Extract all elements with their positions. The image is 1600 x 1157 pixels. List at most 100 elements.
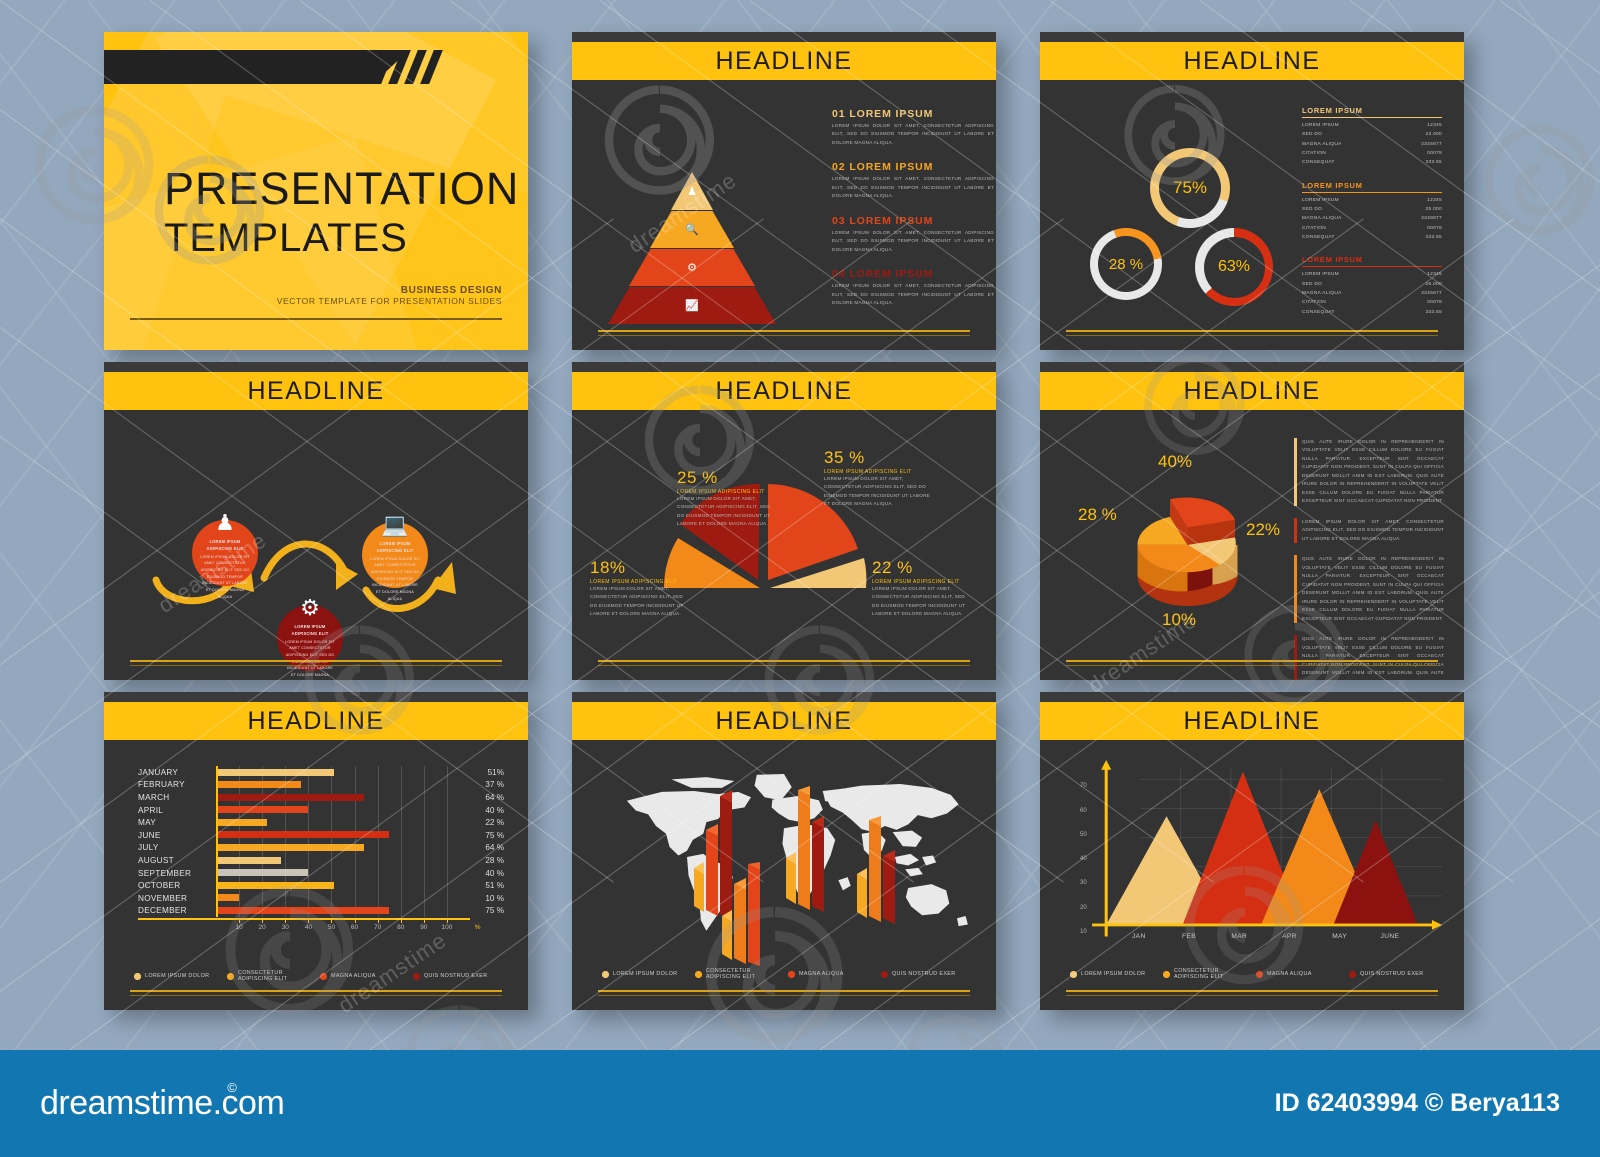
donut-value: 75% [1172,178,1208,197]
legend-item[interactable]: LOREM IPSUM DOLOR [1070,968,1159,980]
slide-bar-chart[interactable]: HEADLINE JANUARY 51% FEBRUARY 37 % MARCH 64 %… [104,692,528,1010]
table-row[interactable]: MAY 22 % [138,816,504,829]
slide-title[interactable]: PRESENTATION TEMPLATES BUSINESS DESIGN V… [104,32,528,350]
data-table[interactable]: LOREM IPSUM LOREM IPSUM 12345 SED DO 25.00… [1302,181,1442,243]
list-item[interactable]: 03 LOREM IPSUM LOREM IPSUM DOLOR SIT AME… [832,215,994,254]
table-row: CONSEQUAT 333.55 [1302,309,1442,315]
donut-chart-28[interactable]: 28 % [1090,228,1162,300]
slide-world-map[interactable]: HEADLINE [572,692,996,1010]
table-row[interactable]: JUNE 75 % [138,829,504,842]
slide-area-chart[interactable]: HEADLINE [1040,692,1464,1010]
legend-item[interactable]: LOREM IPSUM DOLOR [134,970,223,982]
table-row[interactable]: JANUARY 51% [138,766,504,779]
legend-item[interactable]: MAGNA ALIQUA [320,970,409,982]
pyramid-level-1[interactable]: ♟ [671,172,713,210]
pyramid-level-3[interactable]: ⚙ [629,249,755,286]
list-item[interactable]: 02 LOREM IPSUM LOREM IPSUM DOLOR SIT AME… [832,161,994,200]
table-row[interactable]: SEPTEMBER 40 % [138,867,504,880]
process-node-laptop[interactable]: 💻 LOREM IPSUM ADIPISCING ELIT LOREM IPSUM… [362,513,428,601]
pie-chart-3d[interactable] [1125,468,1250,628]
horizontal-bar-chart[interactable]: JANUARY 51% FEBRUARY 37 % MARCH 64 % APRIL 40 %… [138,766,504,936]
area-chart[interactable]: 10 20 30 40 50 60 70 JAN FEB MAR APR MAY… [1070,760,1442,954]
slide-3d-pie[interactable]: HEADLINE 40% 28 % [1040,362,1464,680]
legend-item[interactable]: CONSECTETUR ADIPISCING ELIT [695,968,784,980]
table-row: LOREM IPSUM 12345 [1302,123,1442,128]
donut-data-tables: LOREM IPSUM LOREM IPSUM 12345 SED DO 23.00… [1302,106,1442,330]
y-tick: 50 [1080,831,1087,838]
table-row[interactable]: JULY 64 % [138,842,504,855]
chart-legend: LOREM IPSUM DOLOR CONSECTETUR ADIPISCING … [134,970,502,982]
text-block-body: LOREM IPSUM DOLOR SIT AMET, CONSECTETUR … [1302,518,1444,541]
pie-slice-35 [768,484,858,580]
legend-item[interactable]: QUIS NOSTRUD EXER [413,970,502,982]
text-block-body: QUIS AUTE IRURE DOLOR IN REPREHENDERIT I… [1302,556,1444,621]
table-row[interactable]: OCTOBER 51 % [138,879,504,892]
slide-headline-band: HEADLINE [1040,42,1464,80]
pie-label-sub: LOREM IPSUM ADIPISCING ELIT [590,579,678,585]
table-row[interactable]: AUGUST 28 % [138,854,504,867]
slide-donuts[interactable]: HEADLINE 75% 28 % 63% LOREM [1040,32,1464,350]
headline-text: HEADLINE [1183,376,1321,405]
slide-topbar [104,362,528,372]
text-block[interactable]: LOREM IPSUM DOLOR SIT AMET, CONSECTETUR … [1294,517,1444,544]
bar-track [216,879,470,892]
bar-label: JANUARY [138,767,179,777]
legend-item[interactable]: QUIS NOSTRUD EXER [881,968,970,980]
bar-value: 51% [487,767,504,777]
title-slash-accents [367,50,460,84]
table-row: SED DO 23.000 [1302,132,1442,138]
legend-label: QUIS NOSTRUD EXER [1360,971,1424,977]
table-row: MAGNA ALIQUA 2345677 [1302,141,1442,147]
slide-topbar [572,32,996,42]
list-item-body: LOREM IPSUM DOLOR SIT AMET, CONSECTETUR … [832,283,994,306]
legend-swatch-icon [1163,970,1170,978]
map-marker-north-america[interactable] [692,790,746,925]
bar-value: 64 % [485,843,504,853]
bar-label: APRIL [138,805,164,815]
table-row[interactable]: MARCH 64 % [138,791,504,804]
text-block[interactable]: QUIS AUTE IRURE DOLOR IN REPREHENDERIT I… [1294,555,1444,624]
pie-label-body: LOREM IPSUM DOLOR SIT AMET, CONSECTETUR … [590,586,684,617]
list-item[interactable]: 04 LOREM IPSUM LOREM IPSUM DOLOR SIT AME… [832,268,994,307]
legend-item[interactable]: CONSECTETUR ADIPISCING ELIT [1163,968,1252,980]
map-marker-europe[interactable] [784,786,838,917]
table-row[interactable]: APRIL 40 % [138,804,504,817]
legend-item[interactable]: LOREM IPSUM DOLOR [602,968,691,980]
table-row[interactable]: DECEMBER 75 % [138,905,504,918]
bar-label: JUNE [138,830,161,840]
accent-bar [1294,555,1297,624]
text-block[interactable]: QUIS AUTE IRURE DOLOR IN REPREHENDERIT I… [1294,438,1444,506]
slide-pyramid[interactable]: HEADLINE ♟ 🔍 ⚙ 📈 01 LOREM IPSUM LOR [572,32,996,350]
slide-footer-rule [130,660,502,666]
slide-process[interactable]: HEADLINE ♟ LOREM IPSUM ADIPISCING ELIT LO… [104,362,528,680]
pyramid-level-4[interactable]: 📈 [608,287,776,324]
image-id-text: ID 62403994 © Berya113 [1274,1089,1560,1117]
text-block[interactable]: QUIS AUTE IRURE DOLOR IN REPREHENDERIT I… [1294,635,1444,680]
donut-chart-75[interactable]: 75% [1150,148,1230,228]
table-row[interactable]: NOVEMBER 10 % [138,892,504,905]
map-marker-asia[interactable] [855,816,909,929]
data-table[interactable]: LOREM IPSUM LOREM IPSUM 12345 SED DO 23.00… [1302,106,1442,168]
map-marker-south-america[interactable] [720,862,772,971]
legend-item[interactable]: MAGNA ALIQUA [1256,968,1345,980]
list-item[interactable]: 01 LOREM IPSUM LOREM IPSUM DOLOR SIT AME… [832,108,994,147]
bar-label: JULY [138,843,159,853]
slide-pie[interactable]: HEADLINE 35 % LOREM IPSUM ADIPISCING ELI… [572,362,996,680]
slide-footer-rule [598,660,970,666]
list-item-heading: 02 LOREM IPSUM [832,161,934,174]
y-tick: 30 [1080,880,1087,887]
table-row: SED DO 25.000 [1302,281,1442,287]
donut-chart-63[interactable]: 63% [1195,228,1273,306]
footer-bar: © dreamstime.com ID 62403994 © Berya113 [0,1050,1600,1157]
pie-chart[interactable] [612,452,912,652]
legend-item[interactable]: MAGNA ALIQUA [788,968,877,980]
area-chart-svg [1092,760,1442,937]
data-table[interactable]: LOREM IPSUM LOREM IPSUM 12345 SED DO 25.00… [1302,255,1442,317]
process-node-user[interactable]: ♟ LOREM IPSUM ADIPISCING ELIT LOREM IPSUM… [192,511,258,599]
text-block-body: QUIS AUTE IRURE DOLOR IN REPREHENDERIT I… [1302,636,1444,680]
pyramid-level-2[interactable]: 🔍 [650,211,734,248]
table-row[interactable]: FEBRUARY 37 % [138,779,504,792]
legend-item[interactable]: CONSECTETUR ADIPISCING ELIT [227,970,316,982]
legend-item[interactable]: QUIS NOSTRUD EXER [1349,968,1438,980]
y-tick: 20 [1080,904,1087,911]
